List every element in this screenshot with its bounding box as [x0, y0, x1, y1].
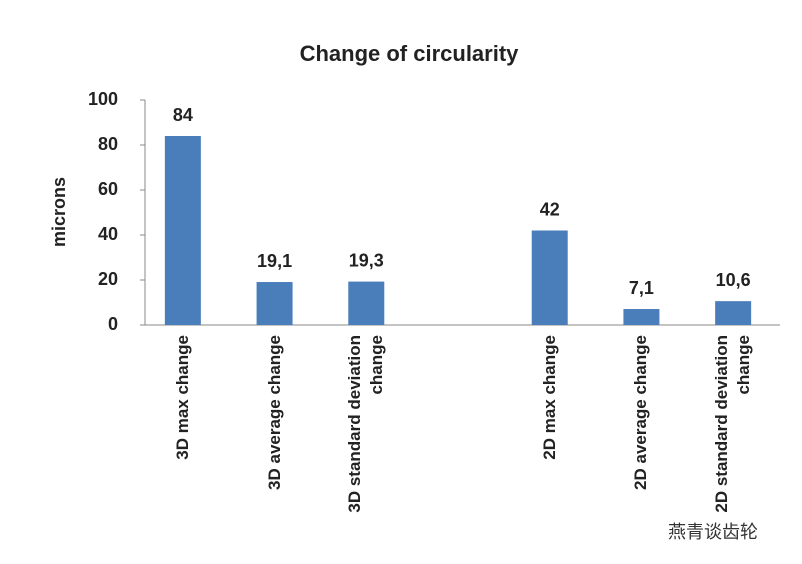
data-label: 42	[540, 199, 560, 219]
data-label: 84	[173, 105, 193, 125]
x-tick-label: 2D average change	[631, 335, 651, 490]
y-tick-label: 60	[98, 179, 118, 199]
bar	[715, 301, 752, 325]
y-axis-label: microns	[49, 177, 69, 247]
x-tick-label: 3D average change	[264, 335, 284, 490]
watermark: 燕青谈齿轮	[668, 522, 758, 543]
x-tick-label: 3D standard deviation change	[345, 335, 387, 513]
bar	[348, 281, 385, 325]
chart-title: Change of circularity	[300, 41, 520, 66]
y-tick-label: 0	[108, 314, 118, 334]
data-label: 10,6	[716, 270, 751, 290]
x-tick-label: 2D standard deviation change	[712, 335, 754, 513]
x-tick-label: 2D max change	[539, 335, 559, 460]
bar	[623, 309, 660, 325]
y-tick-label: 80	[98, 134, 118, 154]
x-tick-label: 3D max change	[172, 335, 192, 460]
bar	[531, 230, 568, 325]
bar	[256, 282, 293, 325]
y-tick-label: 40	[98, 224, 118, 244]
data-label: 7,1	[629, 278, 654, 298]
data-label: 19,1	[257, 251, 292, 271]
bar	[164, 136, 201, 325]
y-tick-label: 20	[98, 269, 118, 289]
data-label: 19,3	[349, 250, 384, 270]
y-tick-label: 100	[88, 89, 118, 109]
